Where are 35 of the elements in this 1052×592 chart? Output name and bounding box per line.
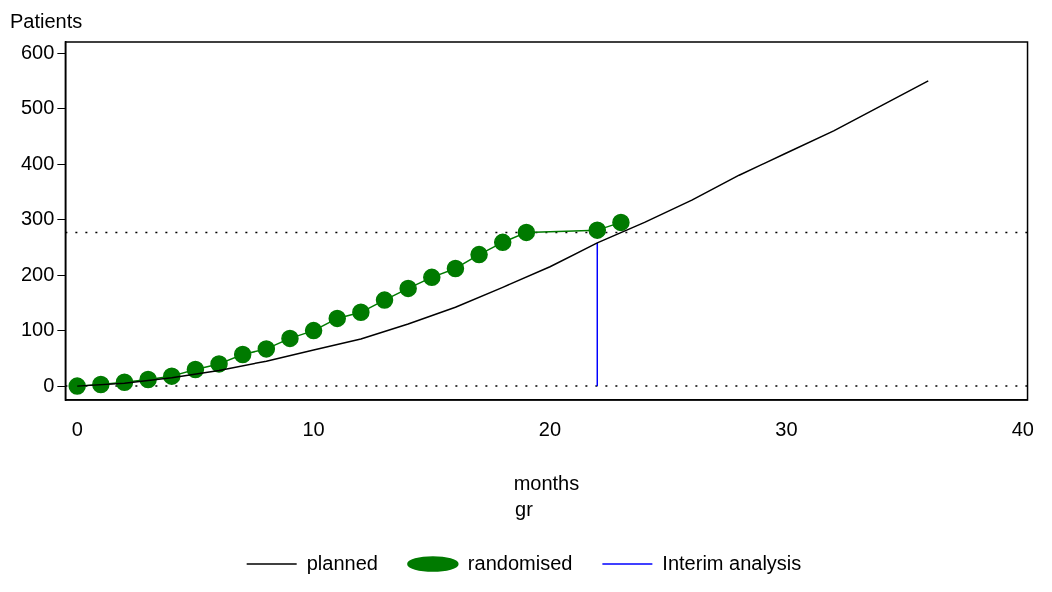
point	[446, 259, 465, 278]
x-axis-title: months	[513, 471, 580, 494]
legend-label: randomised	[467, 551, 573, 574]
point	[257, 340, 276, 358]
point	[493, 233, 512, 252]
y-tick-label: 600	[20, 40, 55, 63]
y-tick-label: 0	[43, 373, 55, 396]
point	[281, 329, 299, 348]
x-tick-label: 10	[302, 417, 325, 440]
legend-title: gr	[515, 497, 534, 520]
legend-label: Interim analysis	[662, 551, 802, 574]
point	[304, 321, 323, 340]
point	[68, 377, 86, 395]
y-tick-label: 200	[20, 262, 55, 285]
y-tick-label: 500	[20, 96, 55, 119]
point	[399, 279, 417, 298]
x-tick-label: 30	[775, 417, 798, 440]
x-tick-label: 0	[71, 417, 83, 440]
y-tick-label: 300	[20, 207, 55, 230]
point	[517, 223, 536, 242]
y-tick-label: 100	[20, 318, 55, 341]
x-tick-label: 20	[538, 417, 562, 440]
point	[210, 355, 228, 373]
y-axis-title: Patients	[10, 9, 83, 32]
point	[470, 245, 488, 264]
point	[612, 213, 630, 232]
point	[233, 345, 252, 364]
x-tick-label: 40	[1011, 417, 1034, 440]
point	[352, 303, 370, 322]
legend-label: planned	[306, 551, 378, 574]
point	[423, 268, 441, 287]
point	[375, 291, 394, 309]
y-tick-label: 400	[20, 151, 55, 174]
point	[588, 221, 607, 239]
point	[328, 309, 346, 328]
